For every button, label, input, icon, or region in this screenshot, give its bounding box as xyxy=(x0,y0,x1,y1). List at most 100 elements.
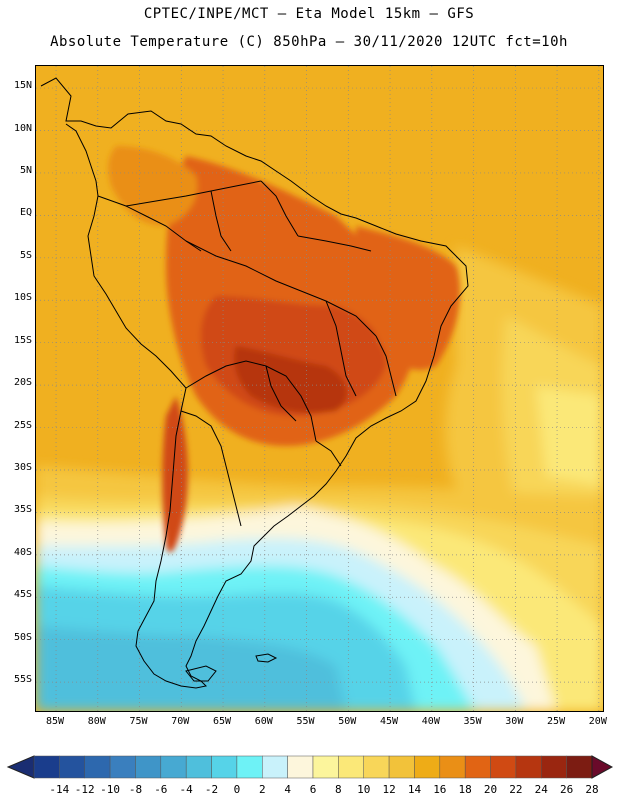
lon-tick-label: 55W xyxy=(296,716,315,727)
colorbar-swatch xyxy=(109,755,136,779)
colorbar-tick-label: -8 xyxy=(128,783,143,796)
colorbar-tick-label: 8 xyxy=(335,783,342,796)
colorbar-tick-label: -6 xyxy=(154,783,168,796)
lon-tick-label: 20W xyxy=(588,716,607,727)
colorbar-tick-label: 26 xyxy=(560,783,574,796)
colorbar-tick-label: 2 xyxy=(258,783,266,796)
lon-tick-label: 50W xyxy=(338,716,357,727)
lat-tick-label: 10N xyxy=(13,122,32,134)
lat-tick-label: EQ xyxy=(19,207,32,219)
lon-tick-label: 40W xyxy=(421,716,440,727)
colorbar-swatch xyxy=(312,755,339,779)
colorbar-tick-label: 20 xyxy=(483,783,498,796)
colorbar-swatch xyxy=(135,755,162,779)
heat-northeast xyxy=(356,226,460,370)
lat-tick-label: 15S xyxy=(13,334,32,346)
colorbar-swatch xyxy=(160,755,187,779)
colorbar-swatch xyxy=(515,755,542,779)
border-line-5 xyxy=(265,365,297,422)
colorbar-tick-label: -2 xyxy=(204,783,219,796)
lat-tick-label: 50S xyxy=(13,631,32,643)
south-america-coast xyxy=(40,77,469,689)
border-line-9 xyxy=(325,300,357,397)
heat-north xyxy=(108,146,198,226)
colorbar-swatch xyxy=(388,755,415,779)
heat-core-24 xyxy=(234,346,347,413)
lat-tick-label: 5S xyxy=(19,249,32,261)
chart-title-line1: CPTEC/INPE/MCT – Eta Model 15km – GFS xyxy=(143,6,475,22)
colorbar-tick-label: 4 xyxy=(284,783,291,796)
colorbar-high-arrow xyxy=(591,755,614,779)
graticule xyxy=(36,66,603,711)
colorbar-tick-label: -12 xyxy=(74,783,95,796)
colorbar-tick-label: -10 xyxy=(100,783,121,796)
border-line-8 xyxy=(375,335,397,397)
colorbar-swatch xyxy=(541,755,567,779)
colorbar-tick-label: 14 xyxy=(407,783,422,796)
lon-tick-label: 75W xyxy=(129,716,148,727)
lat-tick-label: 20S xyxy=(13,377,32,389)
colorbar-tick-label: 6 xyxy=(309,783,317,796)
border-line-12 xyxy=(297,235,372,252)
colorbar-swatch xyxy=(185,755,212,779)
colorbar-swatch xyxy=(464,755,491,779)
lon-tick-label: 85W xyxy=(46,716,65,727)
lat-tick-label: 40S xyxy=(13,546,32,558)
colorbar-tick-label: 18 xyxy=(458,783,472,796)
border-line-7 xyxy=(315,440,342,467)
lon-tick-label: 30W xyxy=(505,716,524,727)
colorbar-tick-label: 24 xyxy=(534,783,548,796)
lon-tick-label: 25W xyxy=(547,716,566,727)
lat-tick-label: 30S xyxy=(13,461,32,473)
colorbar-tick-label: 16 xyxy=(433,783,447,796)
colorbar-swatch xyxy=(236,755,263,779)
lat-tick-label: 25S xyxy=(13,419,32,431)
temp-field-east-12 xyxy=(536,386,603,486)
colorbar-swatch xyxy=(363,755,390,779)
colorbar-swatch xyxy=(84,755,111,779)
lon-tick-label: 80W xyxy=(87,716,106,727)
coastlines xyxy=(40,77,469,689)
lon-tick-label: 45W xyxy=(380,716,399,727)
border-line-3 xyxy=(185,240,377,337)
colorbar-swatch xyxy=(33,755,60,779)
colorbar-tick-label: 28 xyxy=(585,783,599,796)
colorbar xyxy=(6,755,614,779)
lon-tick-label: 35W xyxy=(463,716,482,727)
colorbar-low-arrow xyxy=(6,755,35,779)
lat-tick-label: 10S xyxy=(13,292,32,304)
colorbar-swatch xyxy=(262,755,288,779)
border-line-10 xyxy=(210,190,232,252)
colorbar-swatch xyxy=(490,755,517,779)
colorbar-tick-label: 22 xyxy=(509,783,523,796)
border-line-6 xyxy=(180,410,242,527)
colorbar-tick-label: -4 xyxy=(179,783,193,796)
temperature-field xyxy=(36,246,603,711)
chart-title-line2: Absolute Temperature (C) 850hPa – 30/11/… xyxy=(50,34,568,50)
colorbar-swatch xyxy=(566,755,593,779)
colorbar-tick-label: -14 xyxy=(49,783,70,796)
colorbar-swatch xyxy=(211,755,238,779)
colorbar-swatch xyxy=(287,755,314,779)
colorbar-tick-label: 0 xyxy=(233,783,241,796)
colorbar-tick-label: 12 xyxy=(382,783,396,796)
lat-tick-label: 55S xyxy=(13,674,32,686)
island-falklands xyxy=(255,653,278,663)
colorbar-swatch xyxy=(338,755,364,779)
colorbar-swatch xyxy=(439,755,466,779)
lon-tick-label: 65W xyxy=(213,716,232,727)
continent-heat xyxy=(108,146,460,553)
lat-tick-label: 45S xyxy=(13,589,32,601)
colorbar-swatch xyxy=(414,755,441,779)
colorbar-tick-label: 10 xyxy=(357,783,371,796)
island-tierra-del-fuego xyxy=(185,665,217,682)
temperature-map xyxy=(35,65,604,712)
lon-tick-label: 60W xyxy=(254,716,273,727)
lat-tick-label: 15N xyxy=(13,80,32,92)
border-line-2 xyxy=(125,180,262,207)
lat-tick-label: 35S xyxy=(13,504,32,516)
border-line-11 xyxy=(260,180,299,237)
colorbar-swatch xyxy=(59,755,85,779)
temp-field-south-m2 xyxy=(36,626,346,711)
heat-andes xyxy=(162,396,188,553)
